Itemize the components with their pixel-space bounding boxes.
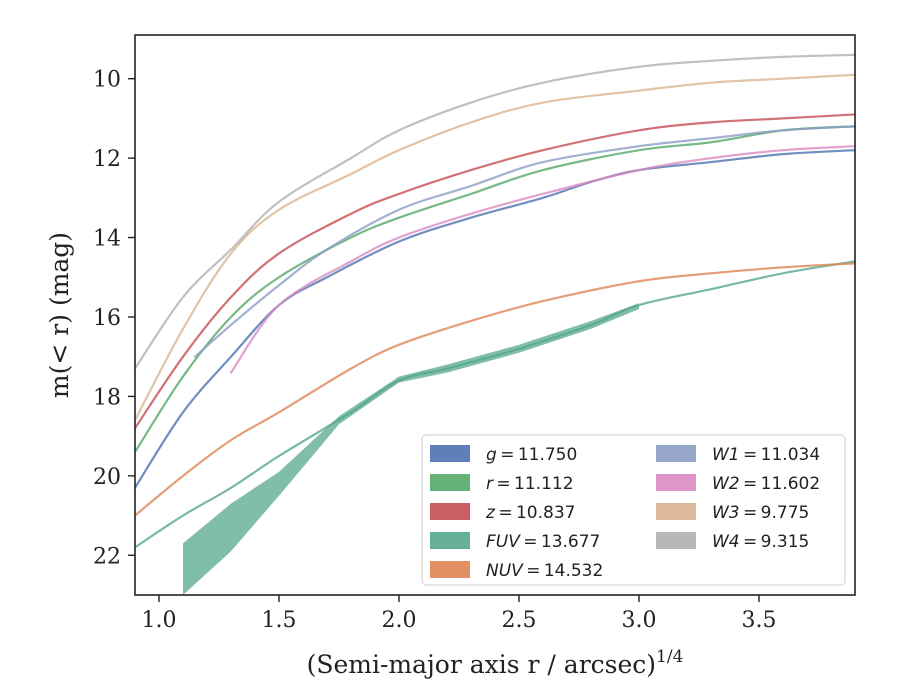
legend-swatch-w1 [656,445,696,462]
series-line-g [135,149,855,489]
x-axis: 1.0 1.5 2.0 2.5 3.0 3.5 [142,595,777,633]
y-tick-label: 14 [93,227,121,252]
series-line-nuv [135,262,855,517]
legend-label-nuv: NUV = 14.532 [486,561,603,581]
series-line-w2 [229,145,855,374]
series-line-w3 [135,73,855,422]
y-tick-label: 22 [93,544,121,569]
y-axis: 10 12 14 16 18 20 22 [93,68,135,569]
x-tick-label: 1.0 [142,608,177,633]
x-axis-label-exponent: 1/4 [656,647,683,667]
plot-area [135,53,855,595]
legend-swatch-w4 [656,532,696,549]
x-axis-label: (Semi-major axis r / arcsec)1/4 [307,647,684,679]
x-tick-label: 3.0 [622,608,657,633]
series-line-r [135,125,855,454]
legend-swatch-nuv [430,561,470,578]
legend-swatch-g [430,445,470,462]
legend: g = 11.750 r = 11.112 z = 10.837 FUV = 13.6… [421,434,846,586]
legend-swatch-w2 [656,474,696,491]
legend-entry-z: z = 10.837 [430,503,575,523]
legend-swatch-w3 [656,503,696,520]
series-line-z [135,113,855,430]
legend-entry-w4: W4 = 9.315 [656,532,809,552]
legend-swatch-fuv [430,532,470,549]
x-tick-label: 2.5 [502,608,537,633]
y-tick-label: 16 [93,306,121,331]
legend-entry-w1: W1 = 11.034 [656,445,820,465]
legend-entry-g: g = 11.750 [430,445,577,465]
series-line-w1 [193,125,855,358]
legend-label-g: g = 11.750 [486,445,577,465]
series-line-w4 [135,53,855,370]
y-tick-label: 12 [93,147,121,172]
legend-entry-w3: W3 = 9.775 [656,503,809,523]
legend-swatch-z [430,503,470,520]
plot-frame [134,34,856,596]
legend-label-w2: W2 = 11.602 [712,474,820,494]
x-axis-label-main: (Semi-major axis r / arcsec) [307,650,656,679]
series-line-fuv [135,260,855,549]
legend-label-r: r = 11.112 [486,474,574,494]
legend-label-w1: W1 = 11.034 [712,445,820,465]
y-tick-label: 20 [93,465,121,490]
legend-entry-nuv: NUV = 14.532 [430,561,603,581]
x-tick-label: 3.5 [742,608,777,633]
y-tick-label: 10 [93,68,121,93]
legend-label-fuv: FUV = 13.677 [486,532,600,552]
legend-entry-w2: W2 = 11.602 [656,474,820,494]
legend-box [421,434,846,586]
y-tick-label: 18 [93,385,121,410]
legend-label-w4: W4 = 9.315 [712,532,809,552]
y-axis-label: m(< r) (mag) [45,232,74,398]
x-tick-label: 2.0 [382,608,417,633]
legend-label-w3: W3 = 9.775 [712,503,809,523]
x-tick-label: 1.5 [262,608,297,633]
legend-entry-fuv: FUV = 13.677 [430,532,600,552]
legend-label-z: z = 10.837 [485,503,575,523]
legend-entry-r: r = 11.112 [430,474,574,494]
legend-swatch-r [430,474,470,491]
